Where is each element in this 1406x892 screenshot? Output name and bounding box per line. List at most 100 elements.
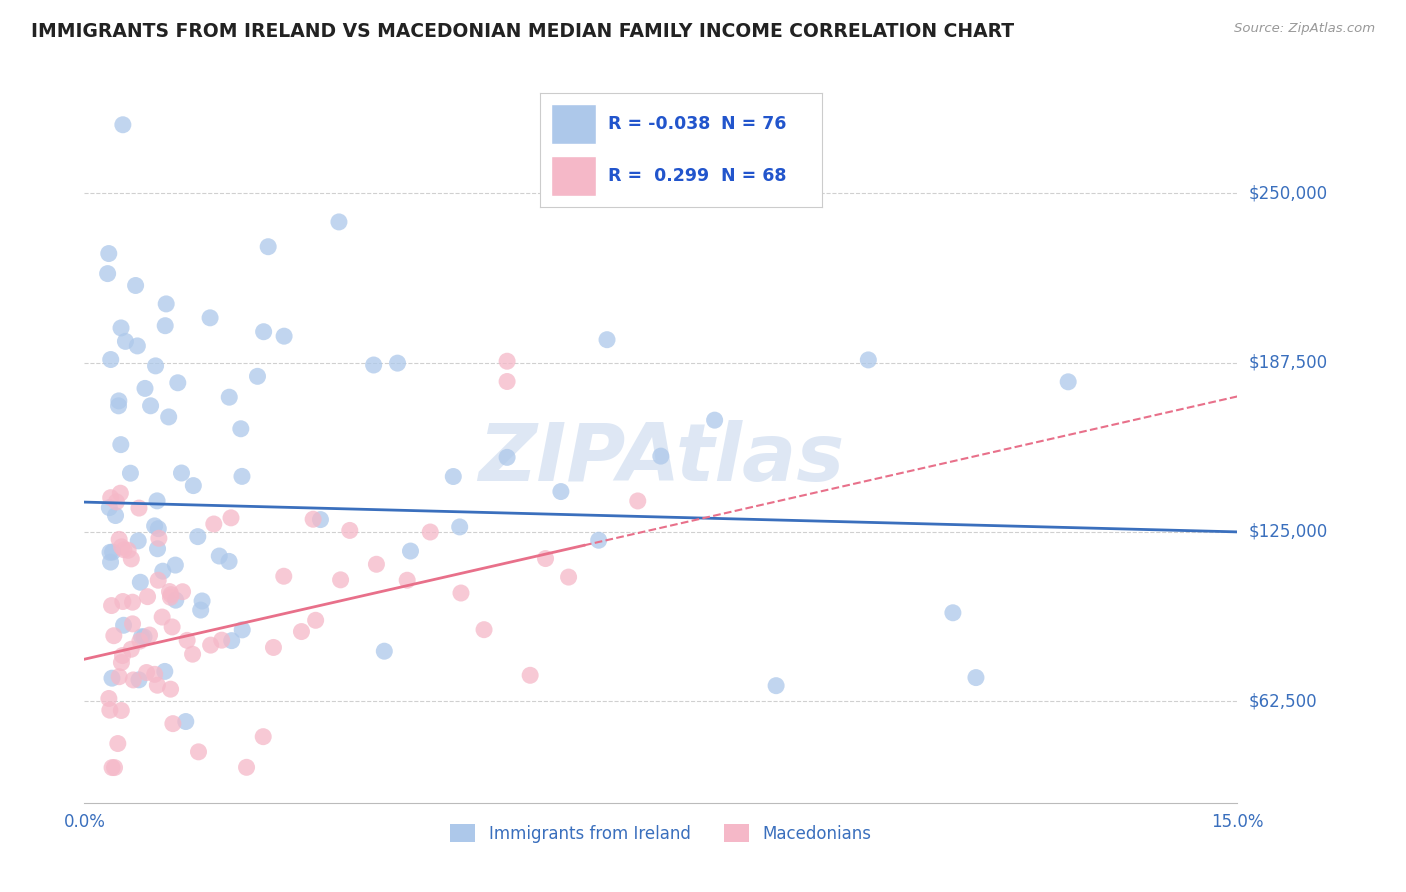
Point (111, 118, 134, 132)
Point (139, 399, 162, 413)
Point (97, 691, 120, 706)
Point (183, 478, 205, 492)
Point (596, 333, 619, 347)
Text: $250,000: $250,000 (1249, 185, 1327, 202)
Point (110, 486, 132, 500)
Point (557, 570, 579, 584)
Point (98, 703, 121, 717)
Point (121, 616, 143, 631)
Point (138, 628, 160, 642)
Point (110, 704, 132, 718)
Point (98, 500, 121, 515)
Point (765, 679, 787, 693)
Point (114, 334, 136, 349)
Point (257, 240, 280, 254)
Point (153, 318, 176, 333)
Point (120, 552, 142, 566)
Point (273, 569, 295, 583)
Point (302, 512, 325, 526)
Point (627, 494, 650, 508)
Point (441, 469, 464, 483)
Point (105, 495, 128, 509)
Point (110, 437, 132, 451)
Point (496, 450, 519, 465)
Point (170, 466, 193, 480)
Point (111, 648, 134, 663)
Point (128, 501, 150, 516)
Point (103, 761, 125, 775)
Point (108, 533, 131, 547)
Point (120, 466, 142, 480)
Point (329, 573, 352, 587)
Point (107, 737, 129, 751)
Point (309, 512, 332, 526)
Point (100, 352, 122, 367)
Point (588, 533, 610, 548)
Point (202, 516, 225, 531)
Point (110, 321, 132, 335)
Point (176, 633, 198, 648)
Point (129, 575, 152, 590)
Point (252, 730, 274, 744)
Point (101, 545, 124, 559)
Point (858, 352, 880, 367)
Point (143, 667, 166, 681)
Point (108, 393, 131, 408)
Point (231, 623, 253, 637)
Point (136, 590, 159, 604)
Point (172, 584, 194, 599)
Point (263, 640, 285, 655)
Point (157, 409, 180, 424)
Point (246, 369, 269, 384)
Point (146, 494, 169, 508)
Point (450, 586, 472, 600)
Point (221, 633, 243, 648)
Point (160, 588, 183, 602)
Point (187, 530, 209, 544)
Point (166, 376, 188, 390)
Point (534, 551, 557, 566)
Point (101, 761, 124, 775)
Point (550, 484, 572, 499)
Point (387, 356, 409, 370)
Text: $187,500: $187,500 (1249, 353, 1327, 372)
Point (208, 549, 231, 563)
Point (111, 594, 134, 608)
Point (127, 339, 149, 353)
Point (191, 594, 214, 608)
Point (290, 624, 312, 639)
Point (108, 670, 131, 684)
Point (153, 665, 176, 679)
Point (366, 558, 388, 572)
Point (304, 613, 326, 627)
Point (1057, 375, 1080, 389)
Point (121, 595, 143, 609)
Point (162, 716, 184, 731)
Point (218, 390, 240, 404)
Point (148, 573, 170, 587)
Point (100, 555, 122, 569)
Point (127, 533, 149, 548)
Point (117, 543, 139, 558)
Point (155, 297, 177, 311)
Point (97, 267, 120, 281)
Point (100, 599, 122, 613)
Point (128, 634, 150, 648)
Point (146, 678, 169, 692)
Point (419, 524, 441, 539)
Point (373, 644, 395, 658)
Point (97, 246, 120, 260)
Point (229, 422, 252, 436)
Point (134, 381, 156, 395)
Point (122, 673, 145, 687)
Point (200, 638, 222, 652)
Point (112, 542, 135, 557)
Point (472, 623, 495, 637)
Point (159, 682, 181, 697)
Point (187, 745, 209, 759)
Point (703, 413, 725, 427)
Point (942, 606, 965, 620)
Point (110, 540, 132, 554)
Point (519, 668, 541, 682)
Point (165, 593, 187, 607)
